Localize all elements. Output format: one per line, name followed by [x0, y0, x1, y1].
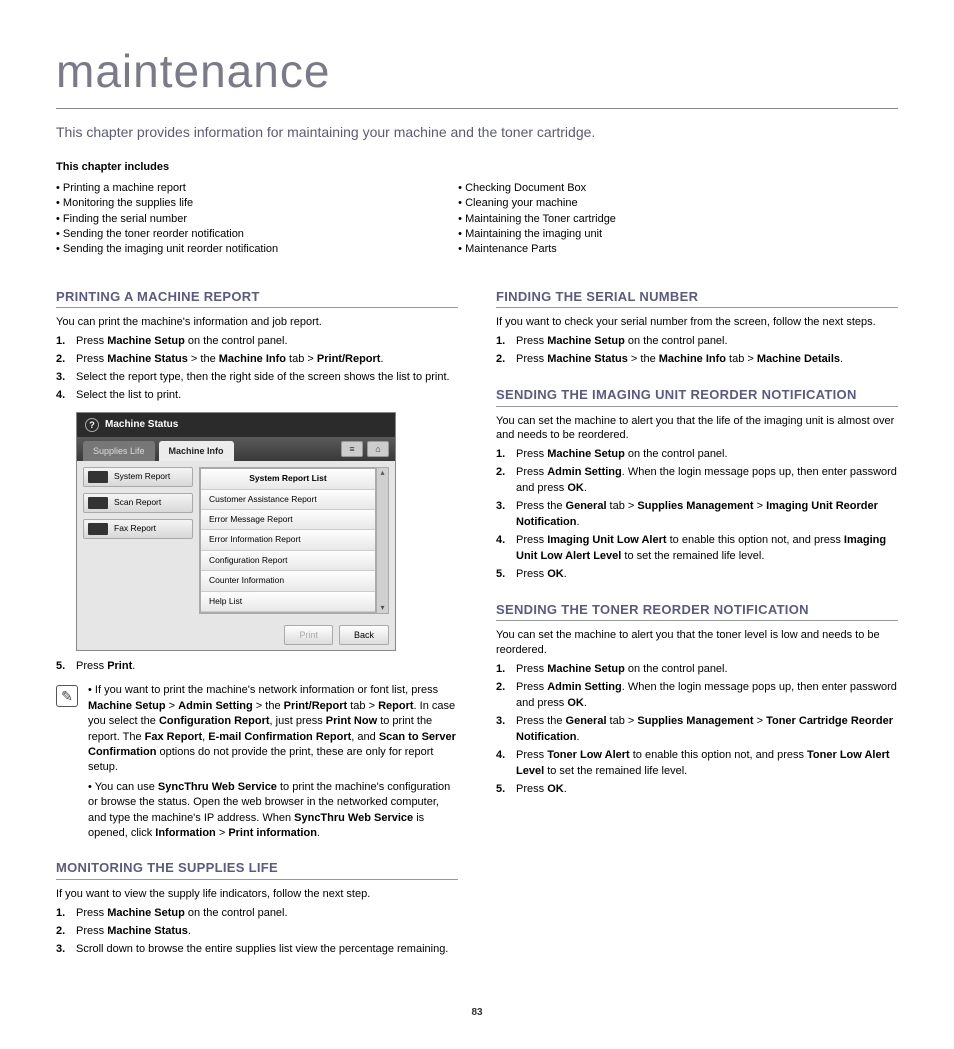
heading-imaging-reorder: SENDING THE IMAGING UNIT REORDER NOTIFIC… — [496, 386, 898, 407]
steps-list: Press Machine Setup on the control panel… — [496, 334, 898, 368]
step: Press Admin Setting. When the login mess… — [496, 465, 898, 497]
note-box: ✎ If you want to print the machine's net… — [56, 683, 458, 845]
step: Press Machine Status > the Machine Info … — [56, 352, 458, 368]
include-item: Maintaining the Toner cartridge — [458, 212, 616, 227]
chevron-up-icon: ▴ — [380, 468, 384, 479]
page-subtitle: This chapter provides information for ma… — [56, 123, 898, 142]
include-item: Checking Document Box — [458, 181, 616, 196]
step: Press Machine Status. — [56, 924, 458, 940]
includes-columns: Printing a machine report Monitoring the… — [56, 181, 898, 258]
includes-left: Printing a machine report Monitoring the… — [56, 181, 278, 258]
intro-text: If you want to view the supply life indi… — [56, 887, 458, 902]
page-number: 83 — [56, 1006, 898, 1020]
step: Press the General tab > Supplies Managem… — [496, 499, 898, 531]
ui-titlebar: ? Machine Status — [77, 413, 395, 437]
fax-report-button[interactable]: Fax Report — [83, 519, 193, 539]
content-columns: PRINTING A MACHINE REPORT You can print … — [56, 280, 898, 966]
heading-toner-reorder: SENDING THE TONER REORDER NOTIFICATION — [496, 601, 898, 622]
print-button[interactable]: Print — [284, 625, 333, 645]
includes-right: Checking Document Box Cleaning your mach… — [458, 181, 616, 258]
list-item[interactable]: Error Message Report — [201, 510, 375, 530]
include-item: Cleaning your machine — [458, 196, 616, 211]
intro-text: You can print the machine's information … — [56, 315, 458, 330]
heading-printing-report: PRINTING A MACHINE REPORT — [56, 288, 458, 309]
note-icon: ✎ — [56, 685, 78, 707]
machine-status-screenshot: ? Machine Status Supplies Life Machine I… — [76, 412, 396, 652]
step: Press the General tab > Supplies Managem… — [496, 714, 898, 746]
ui-title: Machine Status — [105, 418, 178, 432]
ui-footer: Print Back — [77, 620, 395, 650]
include-item: Maintenance Parts — [458, 242, 616, 257]
note-item: You can use SyncThru Web Service to prin… — [88, 780, 458, 842]
scan-report-button[interactable]: Scan Report — [83, 493, 193, 513]
step: Press Machine Setup on the control panel… — [56, 334, 458, 350]
tab-supplies-life[interactable]: Supplies Life — [83, 441, 155, 461]
list-header: System Report List — [201, 469, 375, 489]
list-item[interactable]: Configuration Report — [201, 551, 375, 571]
intro-text: You can set the machine to alert you tha… — [496, 414, 898, 444]
step: Press Machine Setup on the control panel… — [56, 906, 458, 922]
step: Press Toner Low Alert to enable this opt… — [496, 748, 898, 780]
list-item[interactable]: Error Information Report — [201, 530, 375, 550]
home-icon[interactable]: ⌂ — [367, 441, 389, 457]
step: Press Machine Setup on the control panel… — [496, 334, 898, 350]
ui-left-panel: System Report Scan Report Fax Report — [83, 467, 193, 614]
heading-monitoring-supplies: MONITORING THE SUPPLIES LIFE — [56, 859, 458, 880]
back-button[interactable]: Back — [339, 625, 389, 645]
right-column: FINDING THE SERIAL NUMBER If you want to… — [496, 280, 898, 966]
steps-list: Press Machine Setup on the control panel… — [496, 662, 898, 798]
include-item: Finding the serial number — [56, 212, 278, 227]
step: Press OK. — [496, 567, 898, 583]
step: Select the report type, then the right s… — [56, 370, 458, 386]
step: Press Machine Status > the Machine Info … — [496, 352, 898, 368]
ui-right-panel: System Report List Customer Assistance R… — [199, 467, 389, 614]
include-item: Monitoring the supplies life — [56, 196, 278, 211]
chevron-down-icon: ▾ — [380, 603, 384, 614]
steps-list: Press Machine Setup on the control panel… — [496, 447, 898, 583]
step: Press Machine Setup on the control panel… — [496, 447, 898, 463]
steps-list: Press Machine Setup on the control panel… — [56, 906, 458, 958]
step: Press OK. — [496, 782, 898, 798]
list-item[interactable]: Customer Assistance Report — [201, 490, 375, 510]
step: Press Machine Setup on the control panel… — [496, 662, 898, 678]
intro-text: You can set the machine to alert you tha… — [496, 628, 898, 658]
include-item: Sending the toner reorder notification — [56, 227, 278, 242]
ui-tabrow: Supplies Life Machine Info ≡ ⌂ — [77, 437, 395, 461]
list-item[interactable]: Counter Information — [201, 571, 375, 591]
step: Scroll down to browse the entire supplie… — [56, 942, 458, 958]
step: Press Print. — [56, 659, 458, 675]
steps-list: Press Machine Setup on the control panel… — [56, 334, 458, 404]
page-title: maintenance — [56, 40, 898, 109]
menu-icon[interactable]: ≡ — [341, 441, 363, 457]
left-column: PRINTING A MACHINE REPORT You can print … — [56, 280, 458, 966]
tab-machine-info[interactable]: Machine Info — [159, 441, 234, 461]
scrollbar[interactable]: ▴▾ — [376, 468, 388, 613]
includes-label: This chapter includes — [56, 160, 898, 175]
steps-list-cont: Press Print. — [56, 659, 458, 675]
step: Press Imaging Unit Low Alert to enable t… — [496, 533, 898, 565]
system-report-button[interactable]: System Report — [83, 467, 193, 487]
include-item: Maintaining the imaging unit — [458, 227, 616, 242]
include-item: Printing a machine report — [56, 181, 278, 196]
heading-serial-number: FINDING THE SERIAL NUMBER — [496, 288, 898, 309]
intro-text: If you want to check your serial number … — [496, 315, 898, 330]
step: Press Admin Setting. When the login mess… — [496, 680, 898, 712]
note-item: If you want to print the machine's netwo… — [88, 683, 458, 775]
help-icon: ? — [85, 418, 99, 432]
step: Select the list to print. — [56, 388, 458, 404]
include-item: Sending the imaging unit reorder notific… — [56, 242, 278, 257]
list-item[interactable]: Help List — [201, 592, 375, 612]
ui-body: System Report Scan Report Fax Report Sys… — [77, 461, 395, 620]
